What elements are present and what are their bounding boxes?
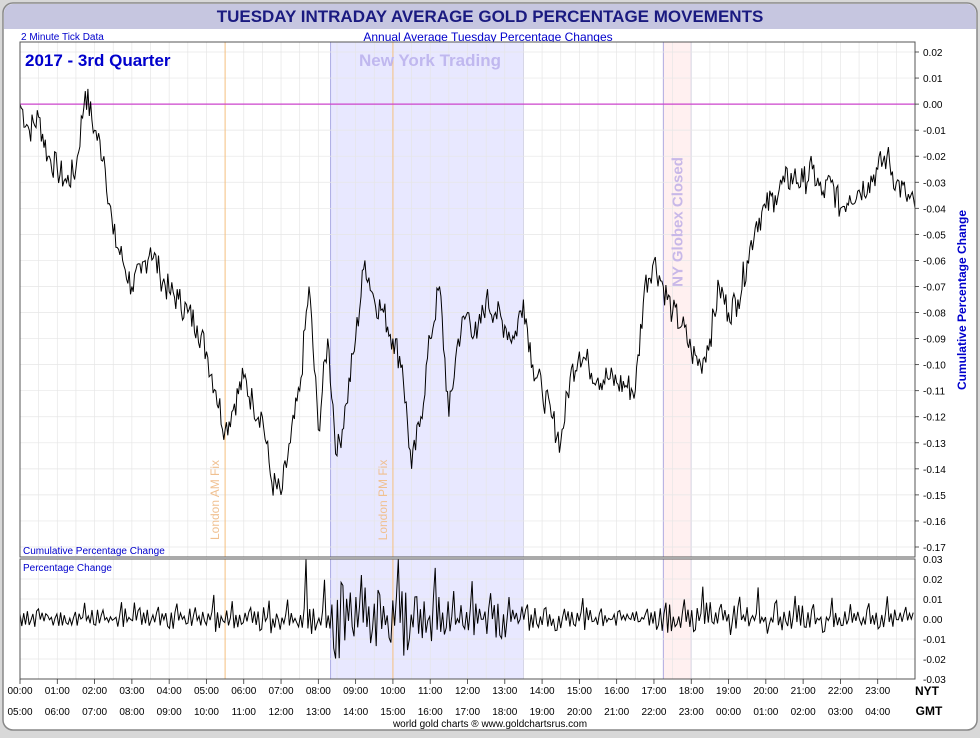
x-tick-label-gmt: 08:00 [119,707,144,718]
footer-credit: world gold charts ® www.goldchartsrus.co… [392,719,587,730]
x-tick-label-nyt: 03:00 [119,686,144,697]
london-pm-fix-label: London PM Fix [376,460,390,541]
x-tick-label-gmt: 10:00 [194,707,219,718]
x-tick-label-gmt: 09:00 [157,707,182,718]
x-tick-label-nyt: 04:00 [157,686,182,697]
x-tick-label-gmt: 02:00 [791,707,816,718]
new-york-trading-label: New York Trading [359,51,501,70]
x-tick-label-nyt: 10:00 [380,686,405,697]
x-tick-label-gmt: 03:00 [828,707,853,718]
x-tick-label-gmt: 06:00 [45,707,70,718]
main-ytick-label: -0.03 [923,178,946,189]
gmt-axis-name: GMT [916,704,943,718]
main-ytick-label: -0.09 [923,335,946,346]
percentage-change-series-line [19,558,914,659]
x-tick-label-gmt: 15:00 [380,707,405,718]
nyt-axis-name: NYT [915,684,940,698]
x-tick-label-nyt: 21:00 [791,686,816,697]
main-ytick-label: -0.05 [923,230,946,241]
cumulative-series-line [19,88,916,496]
x-tick-label-nyt: 08:00 [306,686,331,697]
main-ytick-label: -0.07 [923,282,946,293]
x-tick-label-nyt: 09:00 [343,686,368,697]
lower-ytick-label: 0.00 [923,615,943,626]
x-tick-label-gmt: 21:00 [604,707,629,718]
x-tick-label-nyt: 17:00 [641,686,666,697]
y-axis-label: Cumulative Percentage Change [955,210,969,390]
x-tick-label-gmt: 18:00 [492,707,517,718]
x-tick-label-nyt: 23:00 [865,686,890,697]
main-ytick-label: 0.00 [923,100,943,111]
main-ytick-label: -0.17 [923,543,946,554]
x-tick-label-gmt: 17:00 [455,707,480,718]
ny-globex-closed-label: NY Globex Closed [669,157,686,287]
main-ytick-label: 0.01 [923,74,943,85]
chart-title: TUESDAY INTRADAY AVERAGE GOLD PERCENTAGE… [217,7,764,26]
x-tick-label-gmt: 00:00 [716,707,741,718]
x-tick-label-gmt: 07:00 [82,707,107,718]
x-tick-label-nyt: 13:00 [492,686,517,697]
x-tick-label-nyt: 00:00 [7,686,32,697]
lower-ytick-label: 0.03 [923,555,943,566]
chart-subtitle: Annual Average Tuesday Percentage Change… [363,30,612,44]
main-ytick-label: -0.04 [923,204,946,215]
x-tick-label-gmt: 23:00 [679,707,704,718]
title-bar-lower [4,18,976,29]
x-tick-label-gmt: 12:00 [269,707,294,718]
x-tick-label-gmt: 20:00 [567,707,592,718]
x-tick-label-nyt: 05:00 [194,686,219,697]
main-ytick-label: -0.15 [923,491,946,502]
main-ytick-label: -0.08 [923,309,946,320]
main-ytick-label: -0.13 [923,439,946,450]
x-tick-label-nyt: 14:00 [530,686,555,697]
x-tick-label-gmt: 13:00 [306,707,331,718]
main-ytick-label: 0.02 [923,48,943,59]
main-ytick-label: -0.06 [923,256,946,267]
main-panel-border [19,41,916,558]
lower-ytick-label: -0.01 [923,635,946,646]
x-tick-label-gmt: 14:00 [343,707,368,718]
x-tick-label-nyt: 15:00 [567,686,592,697]
main-ytick-label: -0.11 [923,387,945,398]
x-tick-label-nyt: 11:00 [418,686,443,697]
period-label: 2017 - 3rd Quarter [25,51,171,70]
x-tick-label-gmt: 01:00 [753,707,778,718]
x-tick-label-gmt: 16:00 [418,707,443,718]
x-tick-label-nyt: 06:00 [231,686,256,697]
lower-ytick-label: -0.03 [923,675,946,686]
x-tick-label-gmt: 11:00 [232,707,257,718]
x-tick-label-nyt: 20:00 [753,686,778,697]
x-tick-label-nyt: 02:00 [82,686,107,697]
main-panel-label: Cumulative Percentage Change [23,546,165,557]
x-tick-label-nyt: 16:00 [604,686,629,697]
main-ytick-label: -0.16 [923,517,946,528]
main-ytick-label: -0.14 [923,465,946,476]
x-tick-label-nyt: 18:00 [679,686,704,697]
x-tick-label-nyt: 07:00 [269,686,294,697]
main-ytick-label: -0.01 [923,126,946,137]
x-tick-label-nyt: 22:00 [828,686,853,697]
x-tick-label-nyt: 19:00 [716,686,741,697]
tick-note: 2 Minute Tick Data [21,32,104,43]
x-tick-label-nyt: 01:00 [45,686,70,697]
london-am-fix-label: London AM Fix [208,460,222,540]
x-tick-label-gmt: 05:00 [7,707,32,718]
x-tick-label-gmt: 19:00 [530,707,555,718]
region-band-0 [330,41,524,558]
lower-panel-label: Percentage Change [23,563,112,574]
main-ytick-label: -0.10 [923,361,946,372]
lower-ytick-label: -0.02 [923,655,946,666]
main-ytick-label: -0.02 [923,152,946,163]
x-tick-label-nyt: 12:00 [455,686,480,697]
lower-ytick-label: 0.01 [923,595,943,606]
x-tick-label-gmt: 22:00 [641,707,666,718]
lower-ytick-label: 0.02 [923,575,943,586]
x-tick-label-gmt: 04:00 [865,707,890,718]
main-ytick-label: -0.12 [923,413,946,424]
